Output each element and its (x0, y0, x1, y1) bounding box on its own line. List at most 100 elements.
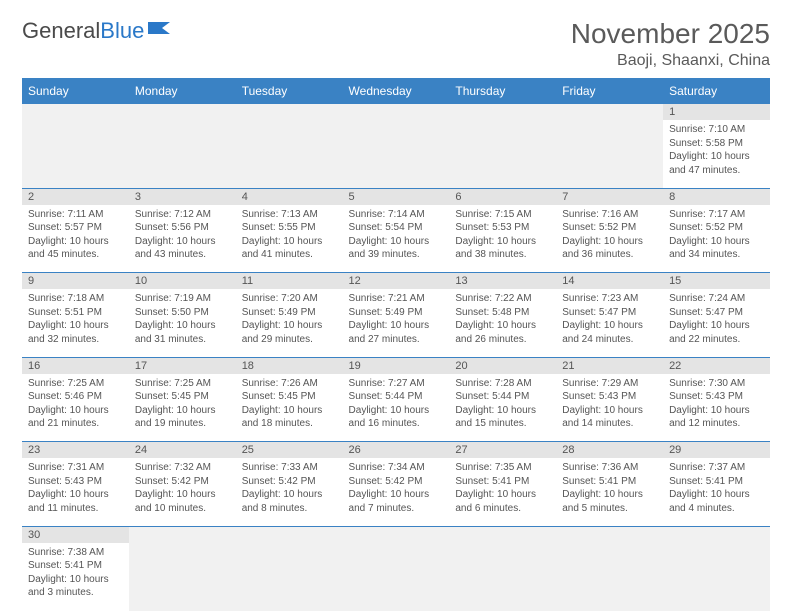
sunrise-text: Sunrise: 7:11 AM (28, 208, 123, 222)
daynum-row: 30 (22, 526, 770, 543)
daylight-text: Daylight: 10 hours (349, 235, 444, 249)
sunset-text: Sunset: 5:52 PM (669, 221, 764, 235)
sunset-text: Sunset: 5:41 PM (455, 475, 550, 489)
daynum-row: 23242526272829 (22, 442, 770, 459)
day-number (236, 526, 343, 543)
title-block: November 2025 Baoji, Shaanxi, China (571, 18, 770, 70)
day-cell (449, 543, 556, 611)
daylight-text: Daylight: 10 hours (669, 319, 764, 333)
sunrise-text: Sunrise: 7:26 AM (242, 377, 337, 391)
day-number: 24 (129, 442, 236, 459)
daylight-text: Daylight: 10 hours (455, 319, 550, 333)
day-number (449, 104, 556, 120)
week-row: Sunrise: 7:11 AMSunset: 5:57 PMDaylight:… (22, 205, 770, 273)
day-cell: Sunrise: 7:35 AMSunset: 5:41 PMDaylight:… (449, 458, 556, 526)
day-number: 4 (236, 188, 343, 205)
daylight-text: Daylight: 10 hours (562, 319, 657, 333)
day-number: 11 (236, 273, 343, 290)
sunset-text: Sunset: 5:42 PM (242, 475, 337, 489)
sunrise-text: Sunrise: 7:33 AM (242, 461, 337, 475)
day-number: 9 (22, 273, 129, 290)
daylight-text: and 41 minutes. (242, 248, 337, 262)
daylight-text: Daylight: 10 hours (242, 319, 337, 333)
sunrise-text: Sunrise: 7:25 AM (135, 377, 230, 391)
day-cell (556, 120, 663, 188)
week-row: Sunrise: 7:10 AMSunset: 5:58 PMDaylight:… (22, 120, 770, 188)
day-number: 19 (343, 357, 450, 374)
sunset-text: Sunset: 5:44 PM (349, 390, 444, 404)
sunrise-text: Sunrise: 7:18 AM (28, 292, 123, 306)
day-cell: Sunrise: 7:24 AMSunset: 5:47 PMDaylight:… (663, 289, 770, 357)
week-row: Sunrise: 7:18 AMSunset: 5:51 PMDaylight:… (22, 289, 770, 357)
daylight-text: and 38 minutes. (455, 248, 550, 262)
day-number (449, 526, 556, 543)
daylight-text: and 31 minutes. (135, 333, 230, 347)
sunset-text: Sunset: 5:51 PM (28, 306, 123, 320)
daylight-text: Daylight: 10 hours (669, 235, 764, 249)
day-cell (343, 120, 450, 188)
sunrise-text: Sunrise: 7:37 AM (669, 461, 764, 475)
daylight-text: and 12 minutes. (669, 417, 764, 431)
day-cell: Sunrise: 7:11 AMSunset: 5:57 PMDaylight:… (22, 205, 129, 273)
daynum-row: 1 (22, 104, 770, 120)
day-cell (663, 543, 770, 611)
daylight-text: Daylight: 10 hours (28, 319, 123, 333)
day-cell: Sunrise: 7:19 AMSunset: 5:50 PMDaylight:… (129, 289, 236, 357)
day-number: 15 (663, 273, 770, 290)
logo: GeneralBlue (22, 18, 174, 44)
daylight-text: Daylight: 10 hours (135, 488, 230, 502)
day-number: 26 (343, 442, 450, 459)
daylight-text: Daylight: 10 hours (28, 235, 123, 249)
daylight-text: and 14 minutes. (562, 417, 657, 431)
day-number (22, 104, 129, 120)
sunset-text: Sunset: 5:55 PM (242, 221, 337, 235)
day-cell: Sunrise: 7:38 AMSunset: 5:41 PMDaylight:… (22, 543, 129, 611)
sunrise-text: Sunrise: 7:25 AM (28, 377, 123, 391)
sunrise-text: Sunrise: 7:29 AM (562, 377, 657, 391)
day-cell: Sunrise: 7:10 AMSunset: 5:58 PMDaylight:… (663, 120, 770, 188)
dow-wed: Wednesday (343, 78, 450, 104)
sunset-text: Sunset: 5:47 PM (562, 306, 657, 320)
day-cell: Sunrise: 7:22 AMSunset: 5:48 PMDaylight:… (449, 289, 556, 357)
day-cell: Sunrise: 7:36 AMSunset: 5:41 PMDaylight:… (556, 458, 663, 526)
daylight-text: and 5 minutes. (562, 502, 657, 516)
day-cell (22, 120, 129, 188)
sunset-text: Sunset: 5:46 PM (28, 390, 123, 404)
day-number: 18 (236, 357, 343, 374)
sunrise-text: Sunrise: 7:24 AM (669, 292, 764, 306)
daylight-text: Daylight: 10 hours (455, 235, 550, 249)
daynum-row: 16171819202122 (22, 357, 770, 374)
sunrise-text: Sunrise: 7:15 AM (455, 208, 550, 222)
sunrise-text: Sunrise: 7:23 AM (562, 292, 657, 306)
sunset-text: Sunset: 5:58 PM (669, 137, 764, 151)
month-title: November 2025 (571, 18, 770, 50)
daylight-text: and 6 minutes. (455, 502, 550, 516)
week-row: Sunrise: 7:31 AMSunset: 5:43 PMDaylight:… (22, 458, 770, 526)
sunrise-text: Sunrise: 7:31 AM (28, 461, 123, 475)
sunset-text: Sunset: 5:43 PM (562, 390, 657, 404)
calendar-table: Sunday Monday Tuesday Wednesday Thursday… (22, 78, 770, 611)
daylight-text: and 22 minutes. (669, 333, 764, 347)
daylight-text: and 19 minutes. (135, 417, 230, 431)
sunset-text: Sunset: 5:50 PM (135, 306, 230, 320)
sunset-text: Sunset: 5:56 PM (135, 221, 230, 235)
day-number (129, 526, 236, 543)
daylight-text: and 34 minutes. (669, 248, 764, 262)
sunrise-text: Sunrise: 7:13 AM (242, 208, 337, 222)
daylight-text: Daylight: 10 hours (562, 404, 657, 418)
daylight-text: Daylight: 10 hours (135, 404, 230, 418)
day-cell: Sunrise: 7:32 AMSunset: 5:42 PMDaylight:… (129, 458, 236, 526)
daylight-text: and 39 minutes. (349, 248, 444, 262)
day-cell: Sunrise: 7:12 AMSunset: 5:56 PMDaylight:… (129, 205, 236, 273)
daylight-text: Daylight: 10 hours (349, 488, 444, 502)
dow-fri: Friday (556, 78, 663, 104)
day-cell: Sunrise: 7:23 AMSunset: 5:47 PMDaylight:… (556, 289, 663, 357)
sunset-text: Sunset: 5:48 PM (455, 306, 550, 320)
daylight-text: Daylight: 10 hours (135, 235, 230, 249)
day-number: 16 (22, 357, 129, 374)
daylight-text: Daylight: 10 hours (28, 404, 123, 418)
day-cell: Sunrise: 7:37 AMSunset: 5:41 PMDaylight:… (663, 458, 770, 526)
day-number: 13 (449, 273, 556, 290)
sunrise-text: Sunrise: 7:30 AM (669, 377, 764, 391)
daylight-text: Daylight: 10 hours (669, 150, 764, 164)
